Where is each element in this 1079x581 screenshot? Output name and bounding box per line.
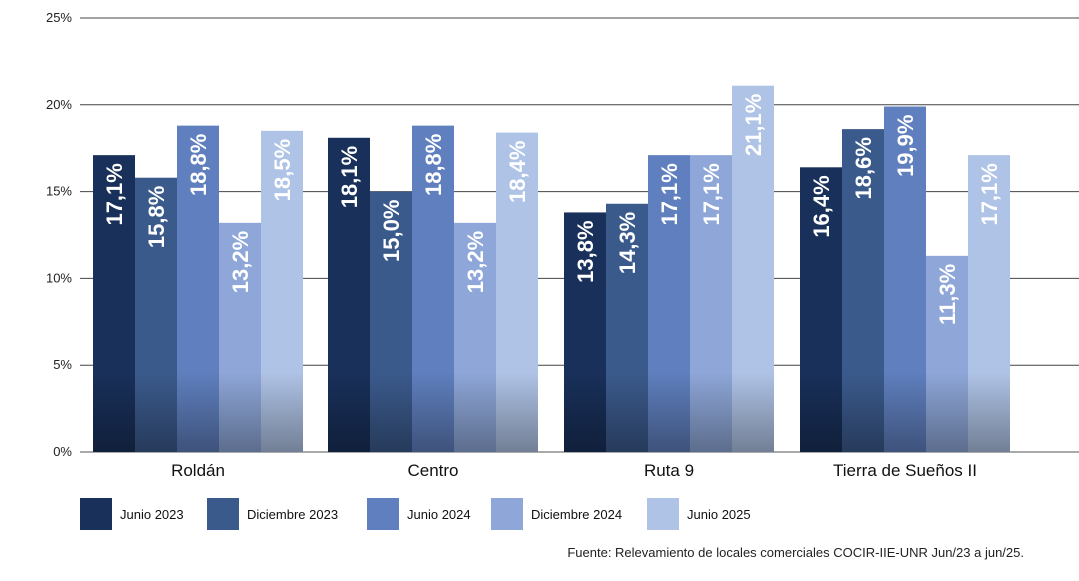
bar-shading xyxy=(93,372,1010,452)
data-label: 18,1% xyxy=(337,146,362,208)
bar-shade xyxy=(732,372,774,452)
data-label: 18,4% xyxy=(505,141,530,203)
data-label: 17,1% xyxy=(699,163,724,225)
x-category-label: Ruta 9 xyxy=(644,461,694,480)
bar-shade xyxy=(412,372,454,452)
bar-shade xyxy=(135,372,177,452)
bar-shade xyxy=(370,372,412,452)
legend-swatch xyxy=(207,498,239,530)
legend-swatch xyxy=(491,498,523,530)
bar-shade xyxy=(968,372,1010,452)
data-label: 21,1% xyxy=(741,94,766,156)
data-label: 15,8% xyxy=(144,186,169,248)
legend-label: Junio 2025 xyxy=(687,507,751,522)
bar-shade xyxy=(926,372,968,452)
data-label: 13,8% xyxy=(573,220,598,282)
y-tick-label: 10% xyxy=(46,270,72,285)
legend: Junio 2023 Diciembre 2023 Junio 2024 Diciem… xyxy=(80,498,751,530)
bar-shade xyxy=(606,372,648,452)
data-label: 18,8% xyxy=(421,134,446,196)
y-tick-label: 20% xyxy=(46,97,72,112)
y-tick-label: 5% xyxy=(53,357,72,372)
y-axis: 0% 5% 10% 15% 20% 25% xyxy=(46,10,72,459)
y-tick-label: 25% xyxy=(46,10,72,25)
bar-shade xyxy=(454,372,496,452)
bar-shade xyxy=(842,372,884,452)
x-category-label: Tierra de Sueños II xyxy=(833,461,977,480)
bar-shade xyxy=(177,372,219,452)
bar-shade xyxy=(328,372,370,452)
y-tick-label: 15% xyxy=(46,184,72,199)
legend-label: Junio 2024 xyxy=(407,507,471,522)
data-label: 17,1% xyxy=(657,163,682,225)
legend-label: Diciembre 2023 xyxy=(247,507,338,522)
legend-swatch xyxy=(80,498,112,530)
y-tick-label: 0% xyxy=(53,444,72,459)
bar-shade xyxy=(496,372,538,452)
bar-shade xyxy=(690,372,732,452)
data-label: 18,5% xyxy=(270,139,295,201)
data-label: 18,8% xyxy=(186,134,211,196)
data-label: 18,6% xyxy=(851,137,876,199)
x-axis: Roldán Centro Ruta 9 Tierra de Sueños II xyxy=(171,461,977,480)
bar-shade xyxy=(564,372,606,452)
bar-shade xyxy=(219,372,261,452)
x-category-label: Centro xyxy=(407,461,458,480)
data-label: 15,0% xyxy=(379,200,404,262)
data-label: 11,3% xyxy=(935,264,960,325)
legend-swatch xyxy=(367,498,399,530)
bar-shade xyxy=(800,372,842,452)
data-label: 16,4% xyxy=(809,175,834,237)
bar-shade xyxy=(648,372,690,452)
bar-shade xyxy=(93,372,135,452)
x-category-label: Roldán xyxy=(171,461,225,480)
data-label: 13,2% xyxy=(463,231,488,293)
legend-label: Junio 2023 xyxy=(120,507,184,522)
bar-shade xyxy=(261,372,303,452)
data-label: 13,2% xyxy=(228,231,253,293)
data-label: 19,9% xyxy=(893,115,918,177)
data-label: 17,1% xyxy=(977,163,1002,225)
data-label: 17,1% xyxy=(102,163,127,225)
legend-label: Diciembre 2024 xyxy=(531,507,622,522)
data-labels: 17,1% 15,8% 18,8% 13,2% 18,5% 18,1% 15,0% 18,8%… xyxy=(102,94,1002,325)
bar-shade xyxy=(884,372,926,452)
legend-swatch xyxy=(647,498,679,530)
data-label: 14,3% xyxy=(615,212,640,274)
source-note: Fuente: Relevamiento de locales comercia… xyxy=(567,545,1024,560)
